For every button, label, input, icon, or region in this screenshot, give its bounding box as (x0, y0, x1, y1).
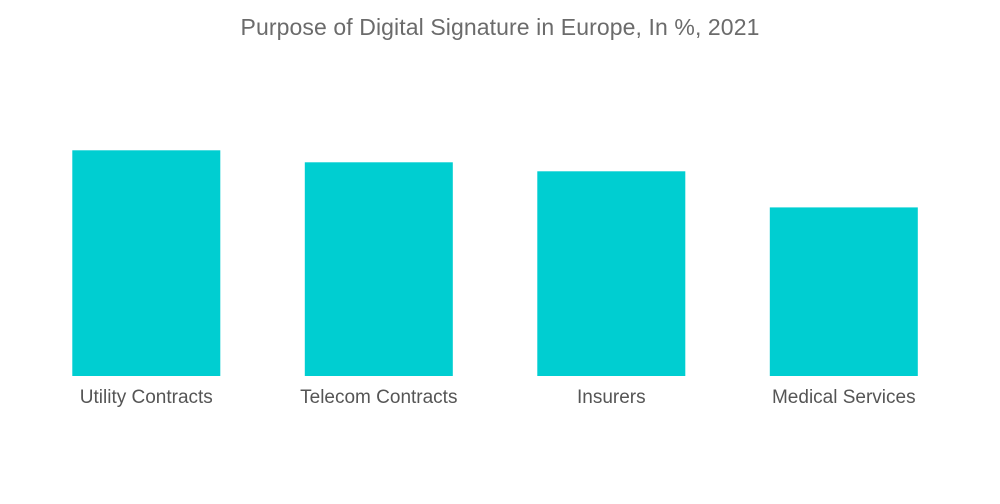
x-tick-label-utility-contracts: Utility Contracts (80, 387, 213, 408)
tick-labels-layer: Utility Contracts Telecom Contracts Insure… (80, 387, 916, 408)
bar-medical-services (769, 207, 918, 376)
bar-telecom-contracts (304, 162, 453, 376)
bar-insurers (537, 171, 686, 376)
x-tick-label-insurers: Insurers (577, 387, 646, 408)
bars-layer (72, 150, 918, 376)
x-tick-label-telecom-contracts: Telecom Contracts (300, 387, 457, 408)
chart-title: Purpose of Digital Signature in Europe, … (240, 14, 760, 40)
bar-utility-contracts (72, 150, 221, 376)
x-tick-label-medical-services: Medical Services (772, 387, 916, 408)
